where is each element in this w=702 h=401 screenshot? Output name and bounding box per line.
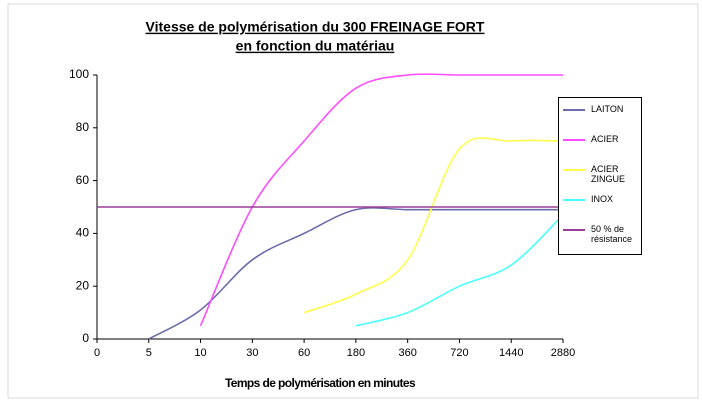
x-tick-label: 2880 [551, 347, 575, 359]
legend-swatch [563, 229, 585, 231]
chart-subtitle: en fonction du matériau [236, 38, 395, 54]
x-tick-label: 1440 [499, 347, 523, 359]
legend-label: INOX [591, 194, 614, 204]
y-tick-label: 100 [69, 67, 89, 81]
legend-swatch [563, 199, 585, 201]
series-line [199, 73, 563, 327]
chart-frame [7, 3, 699, 399]
legend-item: LAITON [563, 104, 635, 114]
x-axis-title: Temps de polymérisation en minutes [225, 376, 416, 390]
series-line [355, 214, 564, 327]
x-tick-label: 0 [94, 347, 100, 359]
chart-title: Vitesse de polymérisation du 300 FREINAG… [146, 19, 485, 35]
x-tick-label: 60 [298, 347, 310, 359]
x-tick-label: 720 [450, 347, 468, 359]
legend-item: ACIER ZINGUE [563, 164, 635, 184]
x-tick-label: 360 [398, 347, 416, 359]
series-line [303, 137, 564, 314]
legend-swatch [563, 109, 585, 111]
x-tick-label: 180 [347, 347, 365, 359]
legend-label: 50 % de résistance [591, 224, 633, 244]
legend-item: INOX [563, 194, 635, 204]
y-tick-label: 0 [82, 331, 89, 345]
series-line [148, 207, 563, 340]
x-tick-label: 10 [194, 347, 206, 359]
legend-label: ACIER [591, 134, 619, 144]
legend-swatch [563, 169, 585, 171]
legend-label: ACIER ZINGUE [591, 164, 626, 184]
y-tick-label: 20 [76, 278, 90, 292]
y-tick-label: 80 [76, 120, 90, 134]
x-tick-label: 5 [146, 347, 152, 359]
x-tick-label: 30 [246, 347, 258, 359]
legend-item: ACIER [563, 134, 635, 144]
y-tick-label: 40 [76, 226, 90, 240]
legend-label: LAITON [591, 104, 624, 114]
y-tick-label: 60 [76, 173, 90, 187]
legend-swatch [563, 139, 585, 141]
legend: LAITON ACIER ACIER ZINGUE INOX 50 % de résis… [558, 97, 642, 255]
legend-item: 50 % de résistance [563, 224, 635, 244]
